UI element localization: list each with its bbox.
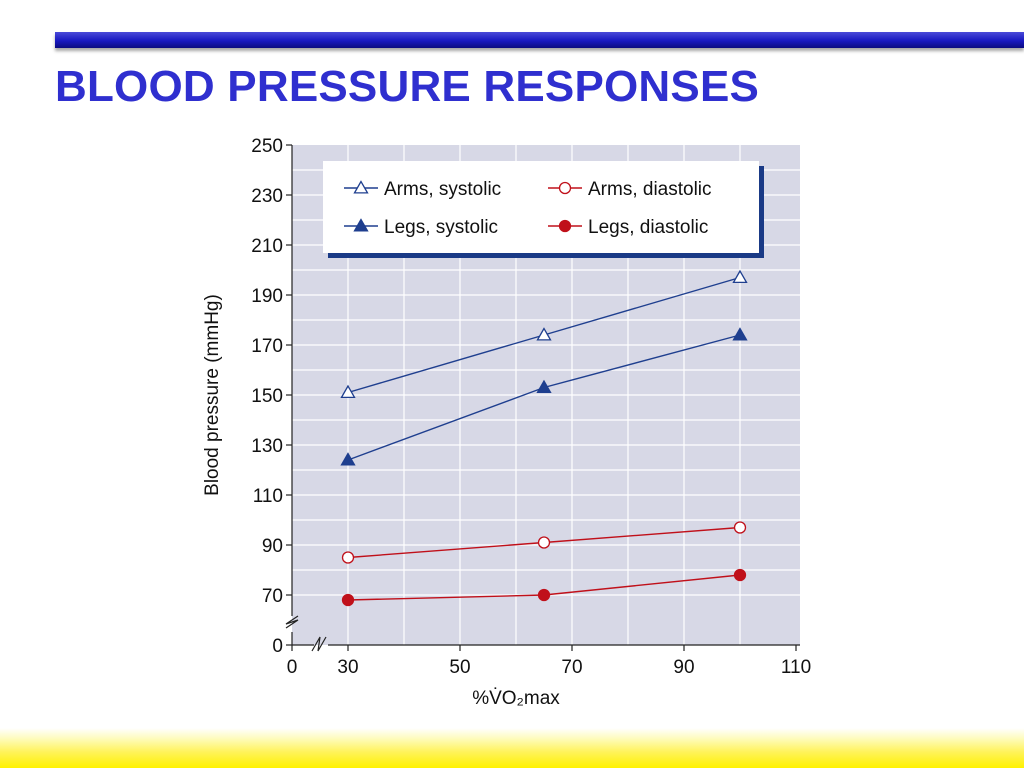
legend-box [323,161,759,253]
legend-label: Arms, systolic [384,179,501,200]
legend: Arms, systolic Arms, diastolic Legs, systo… [323,161,764,258]
data-point [340,452,356,466]
title-rule-bar [55,32,1024,48]
x-tick-label: 110 [781,657,811,678]
y-tick-label: 90 [262,536,283,557]
y-tick-label: 110 [253,486,283,507]
data-point [732,327,748,341]
legend-marker [353,180,369,194]
legend-label: Legs, diastolic [588,217,708,238]
x-tick-label: 50 [449,657,470,678]
data-point [733,568,747,582]
legend-marker [353,218,369,232]
legend-label: Legs, systolic [384,217,498,238]
data-point [536,379,552,394]
x-tick-label: 70 [561,657,582,678]
y-tick-label: 190 [251,286,283,307]
x-tick-label: 30 [337,657,358,678]
data-point [340,384,356,399]
legend-label: Arms, diastolic [588,179,712,200]
data-point [537,536,551,549]
y-tick-label: 230 [251,186,283,207]
data-point [537,588,551,602]
slide-title: BLOOD PRESSURE RESPONSES [55,62,760,111]
y-axis-title: Blood pressure (mmHg) [202,294,223,496]
series-legs-systolic [340,327,748,466]
y-tick-label: 250 [251,136,283,157]
series-arms-systolic [340,269,748,399]
data-point [341,551,355,564]
series-legs-diastolic [341,568,747,607]
legend-marker [558,181,572,195]
y-tick-label: 210 [251,236,283,257]
footer-band [0,728,1024,768]
y-tick-label: 150 [251,386,283,407]
x-axis-title: %V̇O₂max [472,688,560,709]
x-tick-label: 90 [673,657,694,678]
data-point [732,269,748,284]
y-tick-label: 170 [251,336,283,357]
series-arms-diastolic [341,521,747,564]
y-tick-label: 0 [272,636,283,657]
y-tick-label: 70 [262,586,283,607]
x-axis-break [311,636,327,652]
legend-marker [558,219,572,233]
data-point [341,593,355,607]
data-point [536,327,552,341]
y-axis-break [285,615,299,629]
x-tick-label: 0 [287,657,298,678]
y-tick-label: 130 [251,436,283,457]
data-point [733,521,747,534]
